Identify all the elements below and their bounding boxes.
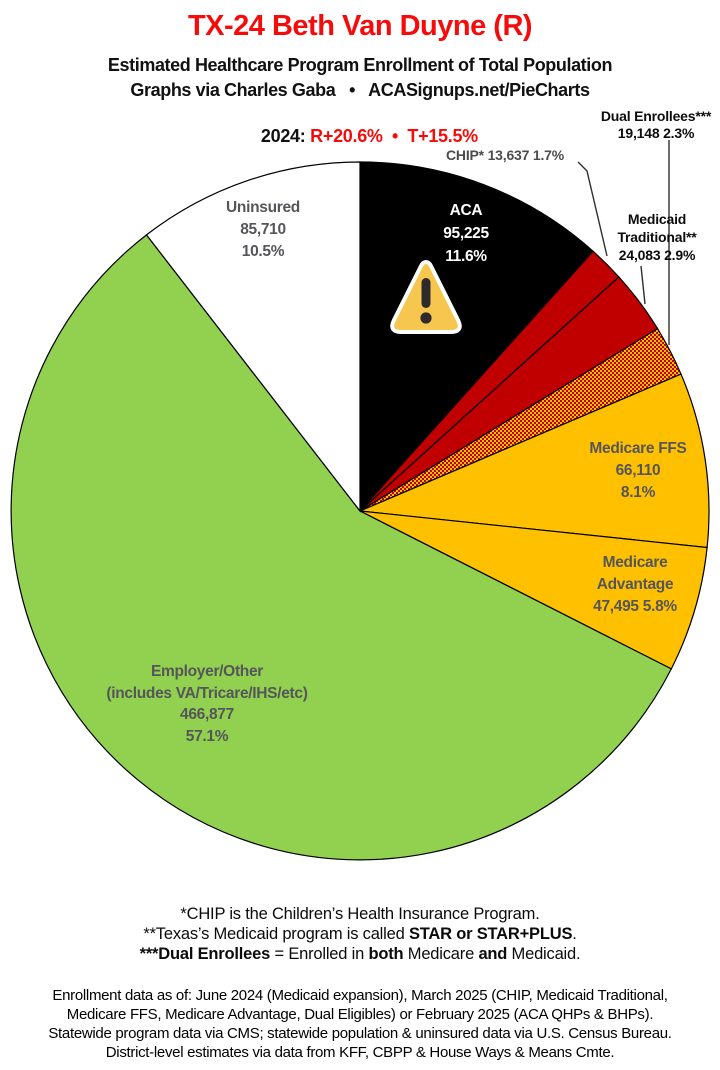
source-line: Enrollment data as of: June 2024 (Medica… [52,987,668,1004]
pie-slice-medicare-advantage [359,510,708,670]
pie-slice-uninsured [145,161,361,513]
source-line: Statewide program data via CMS; statewid… [48,1025,672,1042]
pie-slice-aca [359,161,594,513]
medicaid-leader-line [640,265,646,305]
callout-medicaid-traditional: Medicaid Traditional** 24,083 2.9% [617,211,697,263]
partisan-year-prefix: 2024: [260,126,311,146]
footnote-chip: *CHIP is the Children’s Health Insurance… [180,905,540,923]
slice-label-medicare-ffs: Medicare FFS 66,110 8.1% [589,440,687,501]
leader-lines [577,140,670,345]
source-attribution: Enrollment data as of: June 2024 (Medica… [0,986,720,1062]
partisan-lean-line: 2024: R+20.6% • T+15.5% [242,105,478,168]
pie-slices [10,161,710,861]
callout-dual-enrollees: Dual Enrollees*** 19,148 2.3% [600,108,712,141]
page-title: TX-24 Beth Van Duyne (R) [187,10,533,42]
pie-slice-employer-other [10,234,673,861]
pie-slice-medicare-ffs [357,373,710,549]
source-line: District-level estimates via data from K… [105,1044,615,1061]
partisan-lean-values: R+20.6% • T+15.5% [310,126,478,146]
attribution-byline: Graphs via Charles Gaba • ACASignups.net… [130,80,590,100]
warning-icon [390,260,462,334]
chip-leader-line [577,161,608,257]
slice-label-employer-other: Employer/Other (includes VA/Tricare/IHS/… [106,663,308,745]
slice-label-uninsured: Uninsured 85,710 10.5% [226,199,300,260]
callout-chip: CHIP* 13,637 1.7% [446,147,565,163]
source-line: Medicare FFS, Medicare Advantage, Dual E… [66,1006,654,1023]
slice-label-medicare-advantage: Medicare Advantage 47,495 5.8% [593,554,677,615]
slice-label-aca: ACA 95,225 11.6% [443,202,489,265]
footnote-medicaid-name: **Texas’s Medicaid program is called STA… [143,925,577,943]
footnote-dual-definition: ***Dual Enrollees = Enrolled in both Med… [139,945,581,963]
footnotes: *CHIP is the Children’s Health Insurance… [0,904,720,964]
chart-subtitle: Estimated Healthcare Program Enrollment … [107,55,613,75]
